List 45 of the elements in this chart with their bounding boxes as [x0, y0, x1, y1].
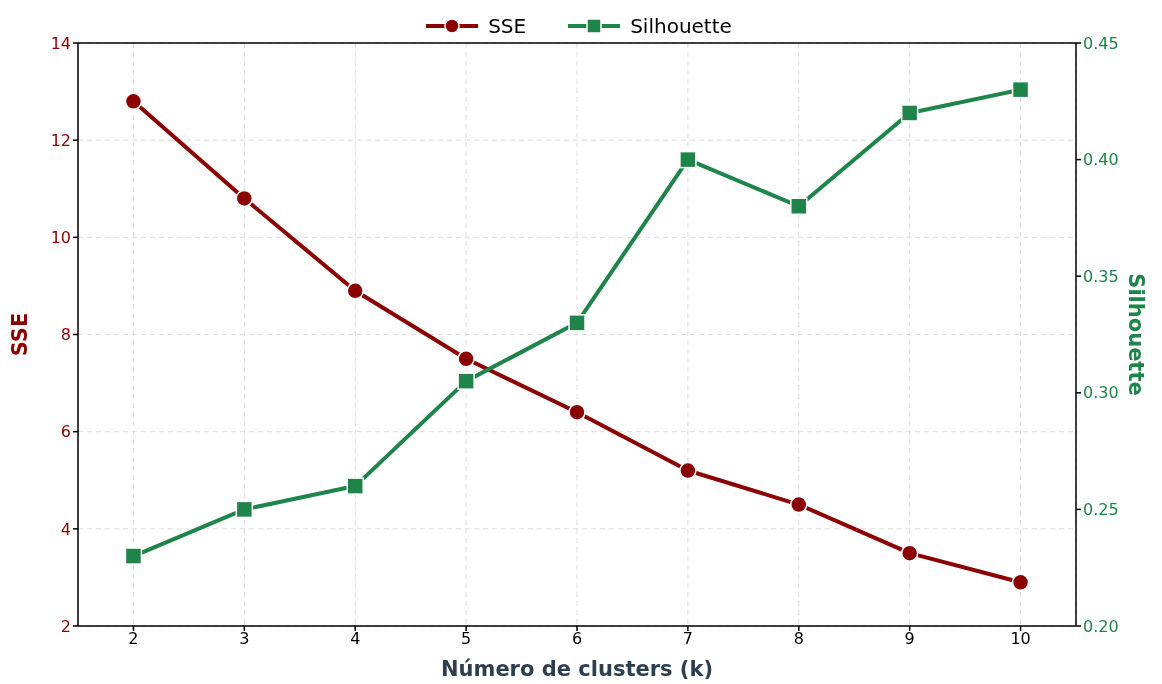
y2-tick-label: 0.25 — [1083, 500, 1119, 520]
x-tick-label: 8 — [793, 629, 804, 649]
point — [900, 104, 919, 122]
y-tick-label: 10 — [50, 228, 71, 248]
x-tick-label: 4 — [350, 629, 361, 649]
point — [568, 403, 586, 421]
y2-tick-label: 0.20 — [1083, 616, 1119, 636]
point — [457, 372, 475, 390]
point — [457, 350, 475, 368]
y-axis-title: SSE — [8, 312, 33, 357]
point — [346, 282, 364, 300]
point — [124, 547, 143, 565]
point — [790, 197, 808, 215]
point — [124, 92, 143, 111]
point — [1011, 80, 1030, 99]
point — [1011, 573, 1030, 592]
y2-tick-label: 0.35 — [1083, 266, 1119, 286]
x-axis-title: Número de clusters (k) — [440, 657, 714, 681]
x-tick-label: 2 — [128, 629, 139, 649]
y-tick-label: 14 — [50, 33, 71, 53]
y2-tick-label: 0.45 — [1083, 33, 1119, 53]
y-tick-label: 8 — [60, 325, 71, 345]
y-tick-label: 2 — [60, 616, 71, 636]
y-tick-label: 12 — [50, 130, 71, 150]
point — [235, 500, 254, 519]
y2-tick-label: 0.30 — [1083, 383, 1119, 403]
legend-label: SSE — [488, 14, 527, 38]
point — [235, 189, 254, 208]
point — [679, 461, 697, 480]
y2-tick-label: 0.40 — [1083, 150, 1119, 170]
point — [790, 495, 808, 514]
point — [346, 477, 364, 495]
y-tick-label: 4 — [60, 519, 71, 539]
x-tick-label: 5 — [461, 629, 472, 649]
point — [568, 314, 586, 332]
x-tick-label: 3 — [239, 629, 250, 649]
y-tick-label: 6 — [60, 422, 71, 442]
x-tick-label: 9 — [904, 629, 915, 649]
y2-axis-title: Silhouette — [1123, 273, 1148, 396]
legend-label: Silhouette — [630, 14, 732, 38]
point — [679, 150, 697, 169]
point — [900, 544, 919, 562]
x-tick-label: 6 — [571, 629, 583, 649]
x-tick-label: 10 — [1010, 629, 1031, 649]
x-tick-label: 7 — [682, 629, 693, 649]
